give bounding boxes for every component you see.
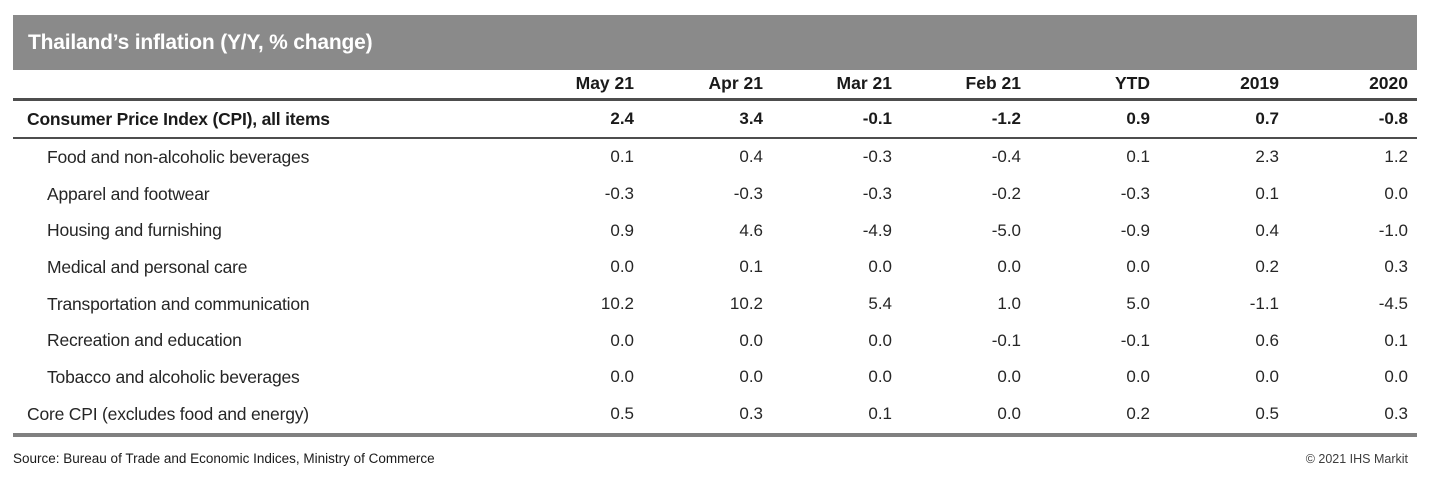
row-label: Housing and furnishing xyxy=(47,220,222,241)
cell-value: 0.0 xyxy=(1255,367,1279,387)
cell-value: 0.1 xyxy=(739,257,763,277)
cell-value: 0.0 xyxy=(1126,367,1150,387)
cell-value: -1.0 xyxy=(1378,220,1408,240)
cell-value: 2.4 xyxy=(610,109,634,128)
cell-value: 0.0 xyxy=(610,367,634,387)
table-row-tobacco: Tobacco and alcoholic beverages 0.0 0.0 … xyxy=(13,359,1417,396)
inflation-table: May 21 Apr 21 Mar 21 Feb 21 YTD 2019 202… xyxy=(13,70,1417,437)
cell-value: 1.0 xyxy=(997,294,1021,314)
cell-value: 0.2 xyxy=(1126,404,1150,424)
column-header: YTD xyxy=(1115,73,1150,93)
cell-value: -0.4 xyxy=(991,147,1021,167)
row-label: Recreation and education xyxy=(47,330,242,351)
cell-value: 0.0 xyxy=(997,367,1021,387)
cell-value: 2.3 xyxy=(1255,147,1279,167)
cell-value: 0.0 xyxy=(997,404,1021,424)
cell-value: -0.8 xyxy=(1378,109,1408,128)
page-title: Thailand’s inflation (Y/Y, % change) xyxy=(28,30,373,54)
table-row-core-cpi: Core CPI (excludes food and energy) 0.5 … xyxy=(13,396,1417,433)
cell-value: 0.0 xyxy=(1126,257,1150,277)
cell-value: -0.3 xyxy=(604,184,634,204)
report-table-panel: Thailand’s inflation (Y/Y, % change) May… xyxy=(13,0,1417,466)
column-header: Mar 21 xyxy=(836,73,892,93)
cell-value: 0.5 xyxy=(610,404,634,424)
cell-value: 0.7 xyxy=(1255,109,1279,128)
title-bar: Thailand’s inflation (Y/Y, % change) xyxy=(13,15,1417,70)
cell-value: 0.0 xyxy=(739,330,763,350)
copyright-note: © 2021 IHS Markit xyxy=(1305,451,1408,466)
cell-value: 0.0 xyxy=(610,257,634,277)
cell-value: 0.1 xyxy=(1126,147,1150,167)
column-header: Apr 21 xyxy=(708,73,763,93)
column-header: Feb 21 xyxy=(965,73,1021,93)
cell-value: 0.9 xyxy=(1126,109,1150,128)
cell-value: 0.4 xyxy=(739,147,763,167)
column-header: May 21 xyxy=(575,73,634,93)
cell-value: 0.9 xyxy=(610,220,634,240)
cell-value: 0.3 xyxy=(1384,257,1408,277)
cell-value: 10.2 xyxy=(600,294,634,314)
cell-value: -1.1 xyxy=(1249,294,1279,314)
table-header-row: May 21 Apr 21 Mar 21 Feb 21 YTD 2019 202… xyxy=(13,70,1417,101)
cell-value: 5.4 xyxy=(868,294,892,314)
cell-value: 0.5 xyxy=(1255,404,1279,424)
table-body: Consumer Price Index (CPI), all items 2.… xyxy=(13,101,1417,437)
cell-value: -0.3 xyxy=(733,184,763,204)
cell-value: 0.0 xyxy=(868,257,892,277)
cell-value: -0.1 xyxy=(991,330,1021,350)
cell-value: 0.1 xyxy=(1384,330,1408,350)
cell-value: 0.0 xyxy=(997,257,1021,277)
cell-value: -0.3 xyxy=(862,184,892,204)
cell-value: 0.0 xyxy=(1384,367,1408,387)
table-row-cpi-all-items: Consumer Price Index (CPI), all items 2.… xyxy=(13,101,1417,139)
row-label: Tobacco and alcoholic beverages xyxy=(47,366,300,387)
row-label: Core CPI (excludes food and energy) xyxy=(27,403,309,424)
cell-value: -5.0 xyxy=(991,220,1021,240)
row-label: Food and non-alcoholic beverages xyxy=(47,146,310,167)
cell-value: -1.2 xyxy=(991,109,1021,128)
cell-value: 4.6 xyxy=(739,220,763,240)
cell-value: 1.2 xyxy=(1384,147,1408,167)
cell-value: 0.2 xyxy=(1255,257,1279,277)
row-label: Medical and personal care xyxy=(47,256,248,277)
cell-value: 0.0 xyxy=(610,330,634,350)
column-header: 2019 xyxy=(1240,73,1279,93)
cell-value: 3.4 xyxy=(739,109,763,128)
row-label: Apparel and footwear xyxy=(47,183,210,204)
cell-value: 0.4 xyxy=(1255,220,1279,240)
cell-value: 0.0 xyxy=(868,367,892,387)
source-note: Source: Bureau of Trade and Economic Ind… xyxy=(13,450,435,466)
table-row-medical: Medical and personal care 0.0 0.1 0.0 0.… xyxy=(13,249,1417,286)
cell-value: 0.0 xyxy=(868,330,892,350)
cell-value: 0.3 xyxy=(739,404,763,424)
table-row-food: Food and non-alcoholic beverages 0.1 0.4… xyxy=(13,139,1417,176)
cell-value: 0.6 xyxy=(1255,330,1279,350)
cell-value: -0.1 xyxy=(1120,330,1150,350)
cell-value: 5.0 xyxy=(1126,294,1150,314)
row-label: Transportation and communication xyxy=(47,293,310,314)
cell-value: -0.1 xyxy=(862,109,892,128)
row-label: Consumer Price Index (CPI), all items xyxy=(27,108,330,129)
table-row-transportation: Transportation and communication 10.2 10… xyxy=(13,286,1417,323)
table-row-housing: Housing and furnishing 0.9 4.6 -4.9 -5.0… xyxy=(13,212,1417,249)
cell-value: -4.9 xyxy=(862,220,892,240)
cell-value: 0.1 xyxy=(1255,184,1279,204)
cell-value: -0.2 xyxy=(991,184,1021,204)
cell-value: -4.5 xyxy=(1378,294,1408,314)
cell-value: -0.3 xyxy=(862,147,892,167)
column-header: 2020 xyxy=(1369,73,1408,93)
cell-value: 0.1 xyxy=(610,147,634,167)
cell-value: 10.2 xyxy=(729,294,763,314)
cell-value: -0.3 xyxy=(1120,184,1150,204)
table-row-apparel: Apparel and footwear -0.3 -0.3 -0.3 -0.2… xyxy=(13,176,1417,213)
cell-value: -0.9 xyxy=(1120,220,1150,240)
cell-value: 0.0 xyxy=(739,367,763,387)
footer: Source: Bureau of Trade and Economic Ind… xyxy=(13,451,1417,466)
table-row-recreation: Recreation and education 0.0 0.0 0.0 -0.… xyxy=(13,322,1417,359)
cell-value: 0.0 xyxy=(1384,184,1408,204)
cell-value: 0.3 xyxy=(1384,404,1408,424)
cell-value: 0.1 xyxy=(868,404,892,424)
